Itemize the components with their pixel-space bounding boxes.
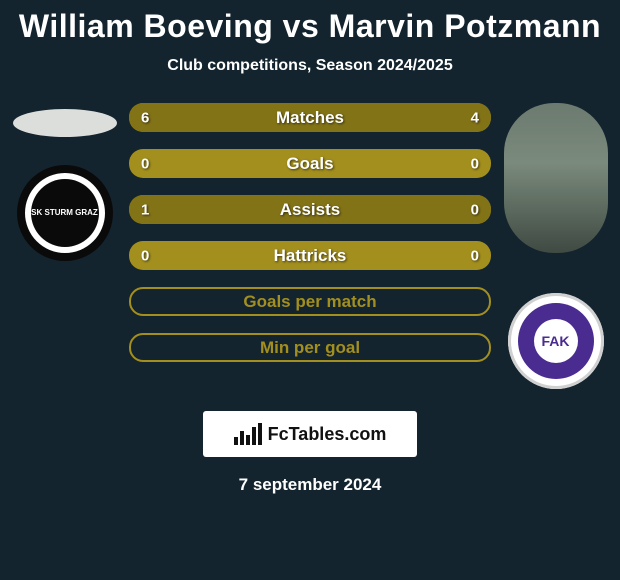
- stat-label: Matches: [276, 108, 344, 128]
- stat-label: Min per goal: [260, 338, 360, 358]
- main-area: SK STURM GRAZ 6 4 Matches 0 0 Goals 1 0 Assists 0…: [0, 103, 620, 389]
- stat-value-left: 0: [141, 155, 149, 172]
- player-photo-left: [13, 109, 117, 137]
- stats-bars: 6 4 Matches 0 0 Goals 1 0 Assists 0 0 Hattricks Goal…: [123, 103, 497, 362]
- stat-value-right: 0: [471, 247, 479, 264]
- stat-label: Goals: [286, 154, 333, 174]
- stat-label: Hattricks: [274, 246, 347, 266]
- stat-label: Goals per match: [243, 292, 376, 312]
- stat-value-right: 0: [471, 155, 479, 172]
- stat-value-left: 1: [141, 201, 149, 218]
- comparison-card: William Boeving vs Marvin Potzmann Club …: [0, 0, 620, 495]
- stat-row: 0 0 Hattricks: [129, 241, 491, 270]
- stat-value-right: 4: [471, 109, 479, 126]
- stat-value-left: 6: [141, 109, 149, 126]
- stat-row: 1 0 Assists: [129, 195, 491, 224]
- stat-row: 6 4 Matches: [129, 103, 491, 132]
- stat-row-empty: Min per goal: [129, 333, 491, 362]
- right-player-column: FAK: [497, 103, 614, 389]
- footer: FcTables.com 7 september 2024: [0, 411, 620, 495]
- stat-row-empty: Goals per match: [129, 287, 491, 316]
- player-photo-right: [504, 103, 608, 253]
- stat-row: 0 0 Goals: [129, 149, 491, 178]
- stat-fill-right: [346, 103, 491, 132]
- brand-badge: FcTables.com: [203, 411, 417, 457]
- club-badge-left-label: SK STURM GRAZ: [31, 179, 99, 247]
- club-badge-right: FAK: [508, 293, 604, 389]
- brand-name: FcTables.com: [268, 424, 387, 445]
- chart-icon: [234, 423, 262, 445]
- left-player-column: SK STURM GRAZ: [6, 103, 123, 261]
- date-label: 7 september 2024: [239, 475, 382, 495]
- club-badge-left: SK STURM GRAZ: [17, 165, 113, 261]
- stat-value-left: 0: [141, 247, 149, 264]
- club-badge-right-label: FAK: [534, 319, 578, 363]
- page-title: William Boeving vs Marvin Potzmann: [0, 8, 620, 45]
- stat-label: Assists: [280, 200, 340, 220]
- page-subtitle: Club competitions, Season 2024/2025: [0, 57, 620, 75]
- stat-value-right: 0: [471, 201, 479, 218]
